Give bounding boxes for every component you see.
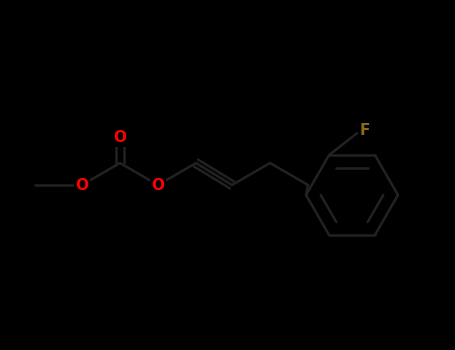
Text: F: F	[360, 122, 370, 138]
Text: O: O	[76, 177, 89, 192]
Text: O: O	[113, 131, 126, 146]
Text: O: O	[152, 177, 165, 192]
